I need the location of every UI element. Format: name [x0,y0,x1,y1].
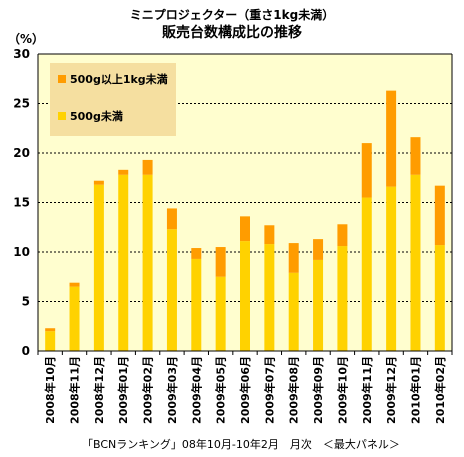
bar-segment-under-500g [142,174,153,351]
bar-segment-500g-to-1kg [142,159,153,175]
bar-segment-500g-to-1kg [240,216,250,242]
bar-segment-under-500g [118,174,129,351]
y-axis-label: （%） [8,32,45,46]
bar-segment-under-500g [264,244,275,351]
x-tick-label: 2010年01月 [408,356,422,424]
bar-segment-500g-to-1kg [45,328,56,332]
x-tick-label: 2010年02月 [433,356,447,424]
bar-segment-500g-to-1kg [410,137,421,175]
bar-segment-under-500g [240,241,250,351]
bar-segment-500g-to-1kg [264,225,275,245]
legend-swatch [58,75,66,83]
y-tick-labels: 0 5 10 15 20 25 30 [13,47,30,358]
bar-segment-under-500g [191,258,202,351]
bar-segment-500g-to-1kg [118,169,129,175]
x-tick-label: 2008年12月 [92,356,106,424]
bar-segment-500g-to-1kg [69,282,80,287]
x-tick-label: 2009年08月 [287,356,301,424]
bar-segment-under-500g [93,184,104,351]
bar-segment-under-500g [215,276,226,351]
bar-segment-500g-to-1kg [215,247,226,277]
chart-title: ミニプロジェクター（重さ1kg未満） [129,8,335,22]
x-tick-label: 2009年04月 [189,356,203,424]
x-tick-label: 2009年10月 [335,356,349,424]
bar-segment-under-500g [69,286,80,351]
y-tick-label: 30 [13,47,30,61]
x-tick-label: 2009年07月 [262,356,276,424]
x-tick-label: 2009年12月 [384,356,398,424]
legend: 500g以上1kg未満 500g未満 [50,63,176,136]
x-tick-labels: 2008年10月 2008年11月 2008年12月 2009年01月 2009年02月… [43,356,447,424]
bar-segment-under-500g [410,174,421,351]
x-tick-label: 2009年03月 [165,356,179,424]
legend-label: 500g以上1kg未満 [70,72,168,86]
x-tick-label: 2008年10月 [43,356,57,424]
x-tick-label: 2009年06月 [238,356,252,424]
bar-segment-500g-to-1kg [337,224,348,247]
x-tick-label: 2009年05月 [214,356,228,424]
bar-segment-under-500g [166,229,177,351]
bar-segment-under-500g [313,259,324,351]
legend-swatch [58,112,66,120]
y-tick-label: 15 [13,196,30,210]
chart-subtitle: 販売台数構成比の推移 [162,25,302,41]
bars [45,90,445,351]
bar-segment-500g-to-1kg [288,243,299,273]
y-tick-label: 0 [22,344,30,358]
source-note: 「BCNランキング」08年10月-10年2月 月次 ＜最大パネル＞ [82,438,400,451]
y-tick-label: 25 [13,97,30,111]
bar-segment-500g-to-1kg [191,248,202,259]
bar-segment-under-500g [386,186,397,351]
legend-box [50,63,176,136]
bar-segment-500g-to-1kg [93,180,104,185]
legend-label: 500g未満 [70,109,123,123]
bar-segment-under-500g [337,246,348,351]
bar-segment-under-500g [434,245,445,351]
y-tick-label: 5 [22,295,30,309]
bar-segment-under-500g [361,197,372,351]
x-tick-label: 2009年01月 [116,356,130,424]
bar-segment-under-500g [288,272,299,351]
x-tick-label: 2009年02月 [141,356,155,424]
bar-segment-500g-to-1kg [166,208,177,230]
y-tick-label: 20 [13,146,30,160]
bar-segment-under-500g [45,331,56,351]
x-tick-label: 2009年11月 [360,356,374,424]
axes [37,53,453,355]
x-tick-label: 2009年09月 [311,356,325,424]
x-tick-label: 2008年11月 [68,356,82,424]
bar-segment-500g-to-1kg [386,90,397,187]
bar-segment-500g-to-1kg [361,143,372,198]
bar-segment-500g-to-1kg [434,185,445,246]
y-tick-label: 10 [13,245,30,259]
bar-segment-500g-to-1kg [313,239,324,260]
